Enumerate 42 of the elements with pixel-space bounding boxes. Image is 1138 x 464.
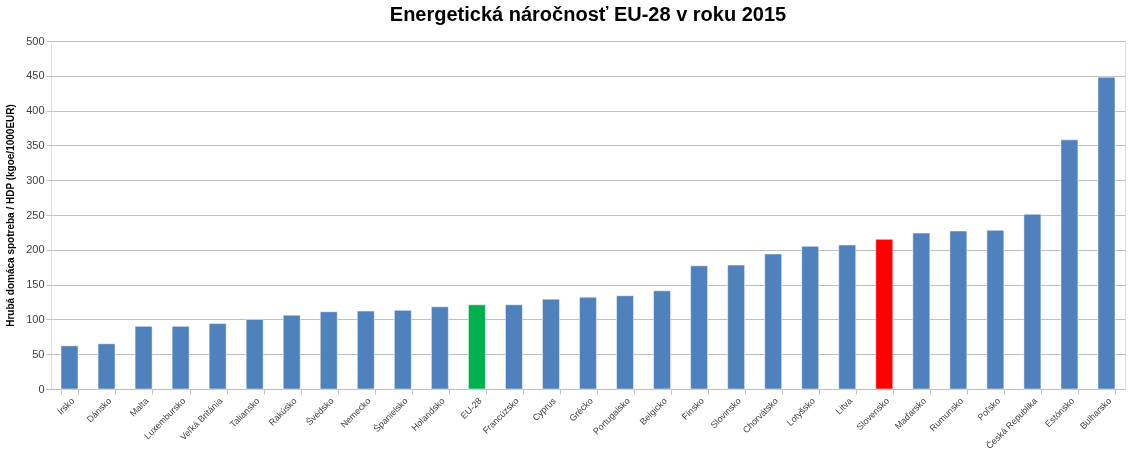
bar xyxy=(653,290,671,390)
bar xyxy=(468,304,486,390)
bar xyxy=(505,304,523,390)
bar xyxy=(357,310,375,390)
chart-title: Energetická náročnosť EU-28 v roku 2015 xyxy=(389,3,787,25)
bar xyxy=(394,310,412,390)
bar xyxy=(690,265,708,390)
y-axis-title: Hrubá domáca spotreba / HDP (kgoe/1000EUR) xyxy=(5,104,17,327)
bar xyxy=(134,326,153,390)
y-tick-label: 200 xyxy=(26,243,45,256)
y-tick-label: 100 xyxy=(26,312,45,325)
bar xyxy=(727,264,745,390)
bar xyxy=(949,230,968,390)
bar xyxy=(1023,214,1042,390)
y-tick-label: 300 xyxy=(26,173,45,186)
bar xyxy=(801,246,819,390)
y-tick-label: 0 xyxy=(38,382,45,395)
y-tick-label: 50 xyxy=(32,347,45,360)
y-tick-label: 500 xyxy=(26,34,45,47)
bar xyxy=(431,306,449,390)
bar xyxy=(60,345,79,390)
bar xyxy=(838,244,856,390)
y-tick-label: 150 xyxy=(26,278,45,291)
bar xyxy=(1060,139,1079,390)
bar xyxy=(542,298,560,390)
bar xyxy=(282,314,301,390)
bar xyxy=(1097,76,1116,390)
bar xyxy=(97,343,116,390)
y-tick-label: 350 xyxy=(26,138,45,151)
bar xyxy=(579,296,597,390)
bar xyxy=(171,326,190,390)
bar xyxy=(616,295,634,390)
y-tick-label: 250 xyxy=(26,208,45,221)
bar xyxy=(912,232,931,390)
bar xyxy=(320,311,338,390)
bar xyxy=(986,230,1005,390)
bar xyxy=(245,319,264,390)
bar xyxy=(764,253,782,390)
bar xyxy=(875,239,894,390)
y-tick-label: 400 xyxy=(26,104,45,117)
bar xyxy=(208,323,227,390)
y-tick-label: 450 xyxy=(26,69,45,82)
